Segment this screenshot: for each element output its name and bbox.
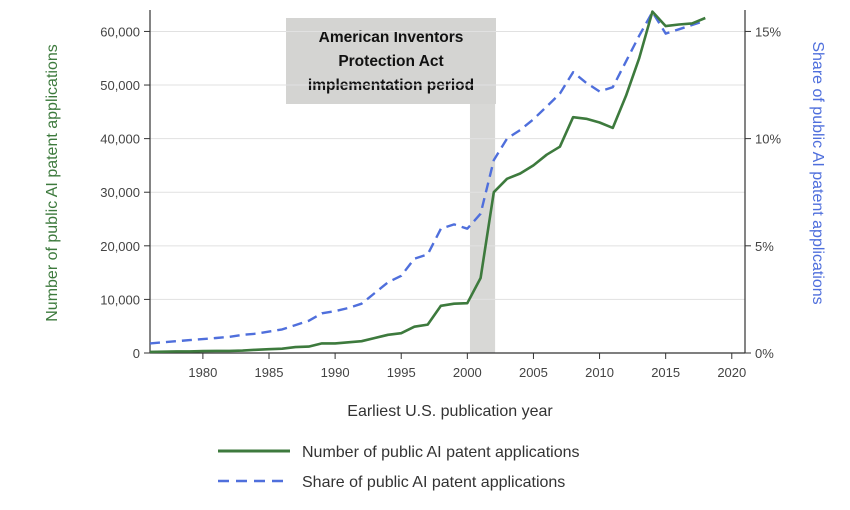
x-tick-label: 1990 [321,365,350,380]
x-tick-label: 2010 [585,365,614,380]
x-tick-label: 2005 [519,365,548,380]
legend-label-count: Number of public AI patent applications [302,444,580,461]
y-right-tick-label: 5% [755,239,774,254]
y-left-tick-label: 40,000 [100,132,140,147]
aipa-annotation-box [286,18,496,104]
y-right-tick-label: 15% [755,24,781,39]
y-left-axis-ticks: 0 10,000 20,000 30,000 40,000 50,000 60,000 [100,24,150,361]
series-line-share [149,10,706,345]
y-left-tick-label: 20,000 [100,239,140,254]
x-tick-label: 1995 [387,365,416,380]
y-left-tick-label: 0 [133,346,140,361]
x-tick-label: 2015 [651,365,680,380]
x-tick-label: 1980 [188,365,217,380]
legend-label-share: Share of public AI patent applications [302,474,565,491]
annotation-line-1: American Inventors [319,29,464,46]
x-tick-label: 2000 [453,365,482,380]
y-right-tick-label: 10% [755,132,781,147]
x-tick-label: 2020 [717,365,746,380]
y-right-tick-label: 0% [755,346,774,361]
annotation-line-2: Protection Act [338,53,443,70]
axes [149,10,746,354]
gridlines [150,30,745,300]
y-left-tick-label: 60,000 [100,24,140,39]
y-left-tick-label: 50,000 [100,78,140,93]
x-tick-label: 1985 [255,365,284,380]
x-axis-label: Earliest U.S. publication year [347,403,553,420]
y-left-tick-label: 10,000 [100,292,140,307]
x-axis-ticks: 1980 1985 1990 1995 2000 2005 2010 2015 2020 [188,353,746,380]
y-right-axis-label: Share of public AI patent applications [809,41,826,304]
legend: Number of public AI patent applications … [218,444,580,491]
y-left-tick-label: 30,000 [100,185,140,200]
series-line-count [149,10,706,354]
y-right-axis-ticks: 0% 5% 10% 15% [745,24,781,361]
y-left-axis-label: Number of public AI patent applications [44,44,61,322]
